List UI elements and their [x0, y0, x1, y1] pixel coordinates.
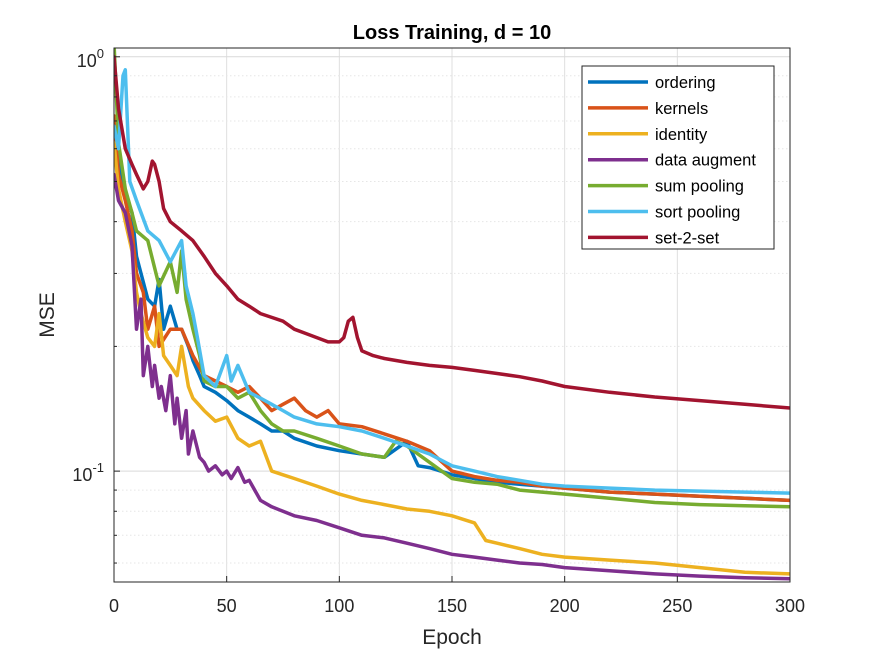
legend-label: ordering — [655, 74, 716, 92]
series-line-sort-pooling — [114, 68, 790, 495]
legend-label: sort pooling — [655, 204, 740, 222]
y-tick-exponent: -1 — [92, 460, 104, 475]
x-tick-label: 150 — [437, 596, 467, 616]
y-tick-label: 100 — [77, 46, 104, 71]
legend-label: identity — [655, 126, 708, 144]
y-tick-exponent: 0 — [97, 46, 104, 61]
y-tick-base: 10 — [77, 51, 97, 71]
legend-label: kernels — [655, 100, 708, 118]
series-line-ordering — [114, 119, 790, 503]
x-tick-label: 250 — [662, 596, 692, 616]
series-line-data-augment — [114, 172, 790, 581]
chart-title: Loss Training, d = 10 — [353, 22, 551, 44]
x-tick-label: 50 — [217, 596, 237, 616]
y-axis-label: MSE — [36, 292, 59, 338]
series-line-kernels — [114, 114, 790, 503]
x-tick-label: 0 — [109, 596, 119, 616]
series-line-set-2-set — [114, 55, 790, 410]
legend: ordering kernels identity data augment sum p… — [581, 65, 775, 250]
x-tick-label: 300 — [775, 596, 805, 616]
series-lines — [114, 48, 790, 581]
series-line-identity — [114, 141, 790, 576]
x-tick-label: 200 — [550, 596, 580, 616]
x-axis-label: Epoch — [422, 626, 482, 649]
y-tick-base: 10 — [72, 465, 92, 485]
legend-label: data augment — [655, 152, 756, 170]
y-tick-label: 10-1 — [72, 460, 104, 485]
x-tick-label: 100 — [324, 596, 354, 616]
legend-label: sum pooling — [655, 178, 744, 196]
legend-box — [581, 65, 775, 250]
series-line-sum-pooling — [114, 48, 790, 509]
legend-label: set-2-set — [655, 229, 720, 247]
